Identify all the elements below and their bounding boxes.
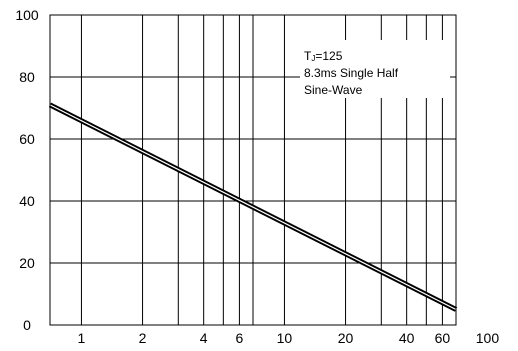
x-tick-label: 6 xyxy=(236,330,244,346)
y-tick-label: 40 xyxy=(19,193,35,209)
y-tick-label: 60 xyxy=(19,131,35,147)
y-tick-label: 100 xyxy=(15,7,39,23)
annotation-line-1: TJ=125 xyxy=(304,49,343,63)
y-tick-label: 0 xyxy=(23,317,31,333)
annotation-background xyxy=(300,40,450,98)
x-tick-label: 1 xyxy=(78,330,86,346)
x-tick-label: 4 xyxy=(200,330,208,346)
y-tick-label: 20 xyxy=(19,255,35,271)
annotation-line-2: 8.3ms Single Half xyxy=(304,66,399,80)
x-tick-label: 60 xyxy=(435,330,451,346)
y-axis-tick-labels: 0 20 40 60 80 100 xyxy=(15,7,39,333)
x-tick-label: 40 xyxy=(399,330,415,346)
x-tick-label: 100 xyxy=(476,330,500,346)
x-tick-label: 10 xyxy=(277,330,293,346)
x-tick-label: 20 xyxy=(338,330,354,346)
y-tick-label: 80 xyxy=(19,69,35,85)
series-layer xyxy=(48,102,458,312)
x-axis-tick-labels: 1 2 4 6 10 20 40 60 100 xyxy=(78,330,500,346)
annotation-line-3: Sine-Wave xyxy=(304,83,363,97)
plot-frame xyxy=(49,14,457,326)
x-tick-label: 2 xyxy=(139,330,147,346)
series-line-highlight xyxy=(49,104,457,311)
